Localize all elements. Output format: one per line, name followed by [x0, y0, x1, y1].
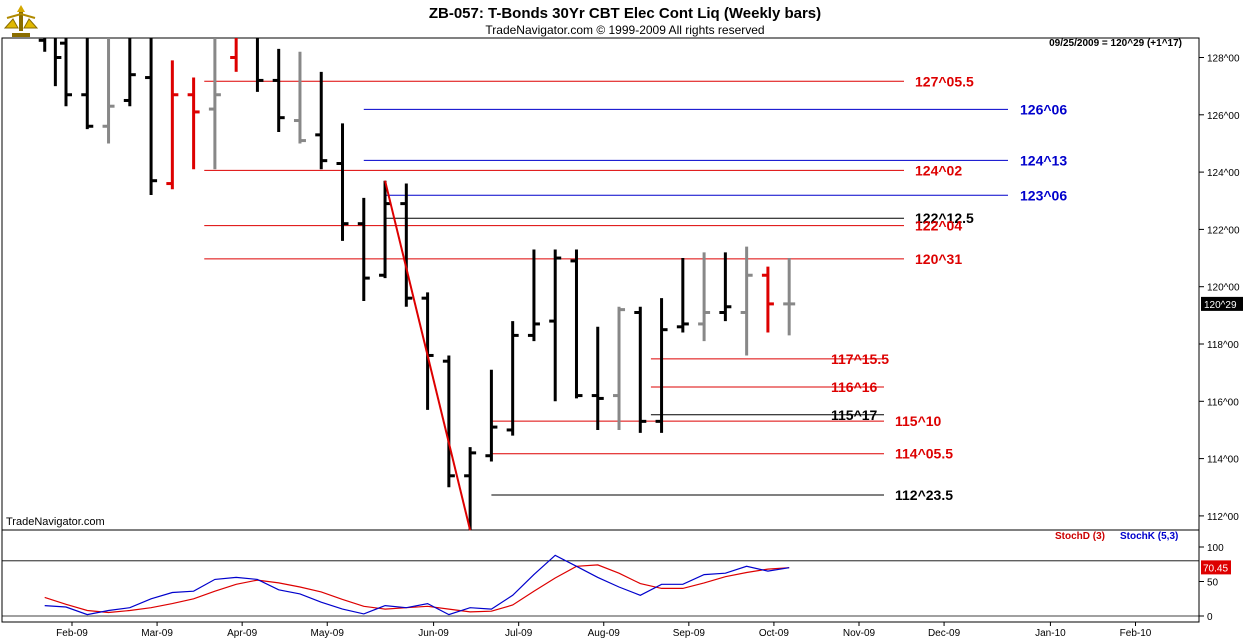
x-tick-label: Jul-09: [505, 628, 533, 639]
stoch-last-label: 70.45: [1203, 563, 1228, 574]
y-tick-label: 126^00: [1207, 111, 1240, 122]
level-label: 127^05.5: [915, 73, 974, 89]
last-quote: 09/25/2009 = 120^29 (+1^17): [1049, 38, 1182, 49]
stoch-y-tick-label: 0: [1207, 612, 1213, 623]
trade-navigator-logo-icon: [4, 5, 38, 37]
x-tick-label: Feb-10: [1120, 628, 1152, 639]
level-label: 123^06: [1020, 187, 1067, 203]
level-label: 114^05.5: [895, 446, 953, 462]
watermark: TradeNavigator.com: [6, 516, 105, 528]
level-label: 124^13: [1020, 152, 1067, 168]
stoch-y-tick-label: 100: [1207, 543, 1224, 554]
level-label: 116^16: [831, 379, 878, 395]
level-label: 122^12.5: [915, 210, 974, 226]
level-label: 124^02: [915, 162, 962, 178]
last-price-box: [1201, 296, 1243, 311]
level-label: 122^04: [915, 218, 962, 234]
x-tick-label: Nov-09: [843, 628, 876, 639]
trendline: [384, 180, 472, 531]
x-tick-label: Oct-09: [759, 628, 789, 639]
x-tick-label: Aug-09: [588, 628, 621, 639]
x-tick-label: Feb-09: [56, 628, 88, 639]
y-tick-label: 122^00: [1207, 225, 1240, 236]
legend-stochk: StochK (5,3): [1120, 531, 1179, 542]
y-tick-label: 112^00: [1207, 512, 1239, 523]
legend-stochd: StochD (3): [1055, 531, 1105, 542]
chart-subtitle: TradeNavigator.com © 1999-2009 All right…: [485, 23, 765, 37]
y-tick-label: 114^00: [1207, 455, 1239, 466]
stoch-y-tick-label: 50: [1207, 578, 1219, 589]
x-tick-label: Mar-09: [141, 628, 173, 639]
level-label: 112^23.5: [895, 487, 953, 503]
x-tick-label: Dec-09: [928, 628, 961, 639]
y-tick-label: 128^00: [1207, 54, 1240, 65]
level-label: 120^31: [915, 251, 962, 267]
stoch-last-box: [1201, 560, 1231, 575]
y-tick-label: 124^00: [1207, 168, 1240, 179]
stoch-series-line: [44, 564, 790, 614]
x-tick-label: May-09: [311, 628, 345, 639]
level-label: 117^15.5: [831, 351, 889, 367]
x-tick-label: Jun-09: [418, 628, 449, 639]
level-label: 115^17: [831, 407, 878, 423]
stoch-series-line: [44, 554, 790, 616]
y-tick-label: 120^00: [1207, 283, 1240, 294]
x-tick-label: Apr-09: [227, 628, 257, 639]
x-tick-label: Jan-10: [1035, 628, 1066, 639]
y-tick-label: 118^00: [1207, 340, 1239, 351]
last-price-label: 120^29: [1204, 300, 1237, 311]
level-label: 126^06: [1020, 101, 1067, 117]
y-tick-label: 116^00: [1207, 397, 1239, 408]
x-tick-label: Sep-09: [673, 628, 706, 639]
chart-title: ZB-057: T-Bonds 30Yr CBT Elec Cont Liq (…: [428, 5, 822, 22]
level-label: 115^10: [895, 413, 942, 429]
